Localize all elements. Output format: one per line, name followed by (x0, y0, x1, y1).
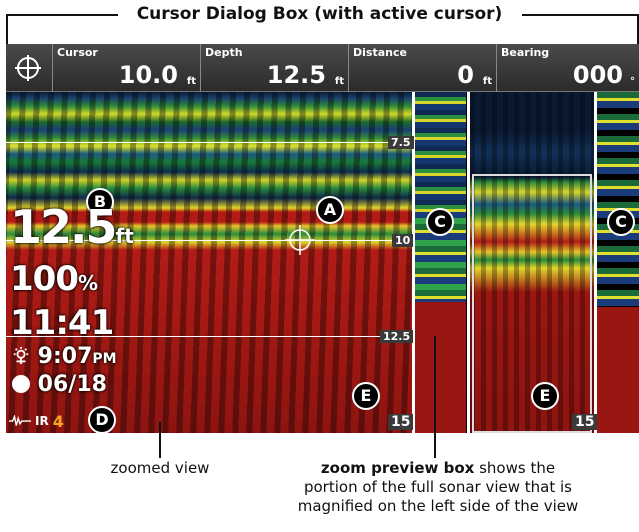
distance-value: 0 (457, 61, 474, 89)
cursor-dialog-callout: Cursor Dialog Box (with active cursor) (136, 4, 503, 24)
zoom-preview-caption-line1: zoom preview box shows the (248, 459, 628, 478)
percent-readout-unit: % (77, 271, 98, 295)
distance-unit: ft (482, 76, 492, 87)
ir-value: 4 (52, 411, 64, 431)
callout-bracket-right-v (637, 14, 639, 44)
depth-field: Depth 12.5 ft (200, 44, 348, 92)
bearing-value: 000 (572, 61, 623, 89)
sun-icon (13, 347, 29, 365)
panel-divider (412, 92, 415, 433)
depth-scale-label: 12.5 (380, 330, 414, 343)
marker-e-right: E (531, 382, 559, 410)
marker-d: D (88, 406, 116, 433)
panel-divider (467, 92, 470, 433)
cursor-field: Cursor 10.0 ft (52, 44, 200, 92)
depth-readout-value: 12.5 (10, 200, 117, 254)
zoomed-view-caption-text: zoomed view (110, 459, 210, 477)
zoom-preview-box[interactable] (472, 174, 592, 433)
full-sonar-view[interactable] (470, 92, 594, 433)
cursor-unit: ft (186, 76, 196, 87)
digital-depth-readout: 12.5ft (10, 204, 134, 259)
date-readout: 06/18 (12, 372, 107, 398)
sunset-ampm: PM (92, 351, 117, 367)
sonar-strip-left (414, 92, 466, 433)
callout-bracket-left-v (6, 14, 8, 44)
zoom-preview-bold: zoom preview box (320, 459, 475, 477)
cursor-crosshair-icon (15, 55, 41, 81)
bearing-unit: ° (630, 76, 635, 87)
depth-readout-unit: ft (115, 224, 134, 248)
sonar-strip-right (596, 92, 639, 433)
marker-a: A (316, 196, 344, 224)
zoom-preview-caption-line3: magnified on the left side of the view (297, 497, 579, 515)
depth-line (6, 336, 412, 337)
zoomed-view-caption: zoomed view (60, 459, 260, 478)
cursor-label: Cursor (57, 46, 98, 59)
zoom-preview-rest: shows the (474, 459, 556, 477)
marker-c-right: C (607, 208, 635, 236)
date-value: 06/18 (37, 372, 107, 397)
sonar-screen: Cursor 10.0 ft Depth 12.5 ft Distance 0 … (6, 44, 639, 433)
bearing-label: Bearing (501, 46, 550, 59)
panel-divider (594, 92, 597, 433)
callout-bracket-left-h (6, 14, 118, 16)
zoom-preview-leader (434, 336, 436, 458)
marker-c-left: C (426, 208, 454, 236)
active-cursor-icon[interactable] (285, 225, 315, 255)
zoom-preview-caption: zoom preview box shows the portion of th… (248, 459, 628, 516)
callout-bracket-right-h (522, 14, 639, 16)
distance-label: Distance (353, 46, 407, 59)
percent-readout: 100% (10, 259, 98, 300)
ir-label: IR (35, 414, 49, 428)
sunset-time: 9:07 (37, 344, 93, 369)
depth-line (6, 142, 412, 143)
bearing-field: Bearing 000 ° (496, 44, 639, 92)
zoomed-sonar-view[interactable] (6, 92, 412, 433)
depth-line (6, 240, 412, 241)
cursor-value: 10.0 (118, 61, 178, 89)
waveform-icon (9, 415, 31, 426)
depth-value: 12.5 (266, 61, 326, 89)
zoomed-view-leader (159, 422, 161, 458)
zoom-preview-caption-line2: portion of the full sonar view that is (303, 478, 572, 496)
depth-scale-label: 7.5 (388, 136, 414, 149)
strip-bottom-return (414, 302, 466, 433)
marker-b: B (86, 188, 114, 216)
sunset-readout: 9:07PM (12, 344, 117, 372)
moon-icon (12, 375, 30, 393)
strip-bottom-return (596, 307, 639, 433)
distance-field: Distance 0 ft (348, 44, 496, 92)
depth-scale-label: 10 (392, 234, 414, 247)
interference-rejection-indicator: IR 4 (6, 410, 64, 432)
depth-label: Depth (205, 46, 243, 59)
cursor-dialog-box: Cursor 10.0 ft Depth 12.5 ft Distance 0 … (6, 44, 639, 92)
marker-e-left: E (352, 382, 380, 410)
depth-scale-label-full: 15 (572, 414, 598, 430)
depth-unit: ft (334, 76, 344, 87)
time-readout: 11:41 (10, 303, 114, 343)
depth-scale-label: 15 (388, 414, 414, 430)
percent-readout-value: 100 (10, 259, 79, 299)
strip-upper-returns (414, 92, 466, 212)
